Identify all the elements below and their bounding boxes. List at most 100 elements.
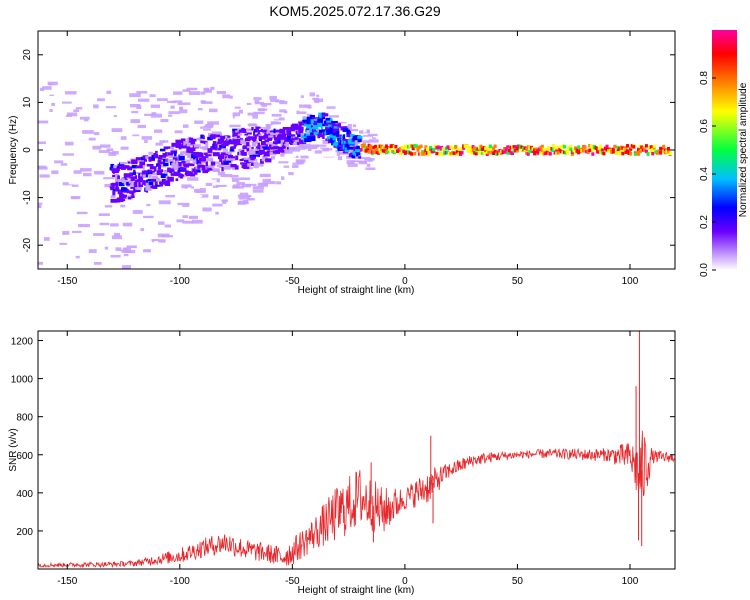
- spectrogram-cell: [38, 191, 41, 195]
- spectrogram-cell: [278, 161, 289, 164]
- spectrogram-cell: [127, 196, 132, 200]
- spectrogram-cell: [269, 148, 277, 152]
- spectrogram-cell: [266, 178, 271, 182]
- spectrogram-cell: [230, 140, 237, 145]
- spectrogram-cell: [164, 224, 172, 228]
- spectrogram-cell: [458, 150, 462, 155]
- spectrogram-cell: [361, 144, 365, 149]
- spectrogram-cell: [209, 157, 214, 163]
- spectrogram-cell: [348, 141, 356, 145]
- spectrogram-cell: [159, 171, 168, 174]
- spectrogram-cell: [366, 163, 371, 167]
- spectrogram-cell: [235, 142, 239, 146]
- spectrogram-cell: [635, 151, 639, 155]
- spectrogram-cell: [276, 181, 282, 185]
- spectrogram-cell: [279, 109, 287, 113]
- spectrogram-cell: [354, 133, 363, 137]
- spectrogram-cell: [303, 126, 307, 130]
- spectrogram-cell: [394, 144, 398, 149]
- spectrogram-cell: [257, 129, 264, 133]
- spectrogram-cell: [159, 163, 167, 168]
- spectrogram-cell: [215, 134, 221, 138]
- spectrogram-cell: [531, 147, 535, 151]
- spectrogram-cell: [285, 141, 290, 147]
- spectrogram-cell: [444, 150, 448, 155]
- spectrogram-cell: [292, 127, 295, 132]
- snr-series-line: [38, 430, 675, 569]
- spectrogram-cell: [229, 95, 233, 99]
- spectrogram-cell: [339, 148, 346, 151]
- spectrogram-cell: [158, 169, 164, 173]
- spectrogram-cell: [167, 158, 174, 163]
- spectrogram-cell: [342, 145, 346, 150]
- spectrogram-cell: [132, 210, 143, 214]
- spectrogram-cell: [243, 164, 250, 169]
- spectrogram-cell: [216, 164, 219, 168]
- spectrogram-cell: [402, 149, 406, 154]
- spectrogram-cell: [373, 144, 377, 149]
- spectrogram-cell: [388, 147, 392, 152]
- spectrogram-cell: [261, 103, 267, 107]
- spectrogram-cell: [113, 232, 121, 237]
- spectrogram-cell: [131, 165, 137, 169]
- spectrogram-cell: [202, 146, 209, 151]
- spectrogram-cell: [237, 140, 242, 146]
- spectrogram-cell: [100, 144, 111, 148]
- snr-x-tick-label: 50: [512, 576, 524, 587]
- spectrogram-cell: [110, 195, 116, 199]
- spectrogram-cell: [435, 145, 439, 150]
- spectrogram-cell: [403, 144, 407, 149]
- spectrogram-cell: [284, 148, 290, 153]
- spectrogram-cell: [324, 127, 332, 130]
- spectrogram-cell: [335, 136, 340, 139]
- spectrogram-cell: [215, 211, 219, 215]
- spectrogram-cell: [88, 137, 96, 141]
- spectrogram-cell: [43, 237, 50, 241]
- spectrogram-cell: [170, 146, 175, 150]
- spectrogram-cell: [512, 145, 516, 149]
- spectrogram-cell: [181, 147, 190, 151]
- spectrogram-cell: [157, 159, 162, 165]
- spectrogram-cell: [352, 124, 357, 128]
- spectrogram-cell: [218, 154, 224, 160]
- spectrogram-cell: [213, 195, 219, 200]
- spectrogram-cell: [172, 143, 178, 147]
- spectrogram-cell: [441, 147, 445, 151]
- snr-y-tick-label: 1000: [11, 375, 34, 386]
- spectrogram-cell: [260, 159, 264, 164]
- spectrogram-cell: [123, 254, 129, 257]
- spectrogram-cell: [205, 123, 209, 127]
- spectrogram-cell: [270, 99, 279, 102]
- spectrogram-cell: [305, 127, 310, 131]
- spectrogram-x-axis: -150 -100 -50 0 50 100: [57, 31, 639, 287]
- spectrogram-cell: [157, 156, 165, 160]
- spectrogram-cell: [205, 182, 213, 186]
- spectrogram-cell: [614, 150, 618, 155]
- spectrogram-cell: [245, 160, 250, 166]
- spectrogram-cell: [603, 146, 607, 151]
- spectrogram-cell: [131, 159, 138, 165]
- spectrogram-cell: [351, 134, 356, 137]
- spectrogram-cell: [140, 228, 145, 232]
- spectrogram-cell: [72, 230, 82, 233]
- spectrogram-cell: [39, 174, 50, 178]
- spectrogram-cell: [466, 148, 470, 152]
- spectrogram-cell: [167, 152, 174, 156]
- spectrogram-cell: [299, 107, 308, 112]
- spectrogram-cell: [213, 166, 221, 169]
- spectrogram-cell: [430, 149, 434, 154]
- spectrogram-cell: [600, 148, 604, 152]
- spectrogram-cell: [161, 235, 173, 238]
- spectrogram-cell: [607, 147, 611, 152]
- spectrogram-cell: [321, 116, 326, 120]
- spectrogram-cell: [75, 107, 83, 110]
- spectrogram-cell: [525, 151, 529, 155]
- spectrogram-cell: [362, 140, 370, 144]
- spectrogram-y-tick-label: -10: [22, 190, 33, 205]
- spectrogram-cell: [514, 148, 518, 153]
- spectrogram-cell: [405, 146, 409, 150]
- spectrogram-cell: [337, 123, 341, 128]
- spectrogram-cell: [321, 113, 329, 117]
- spectrogram-cell: [105, 106, 116, 109]
- spectrogram-cell: [305, 133, 310, 137]
